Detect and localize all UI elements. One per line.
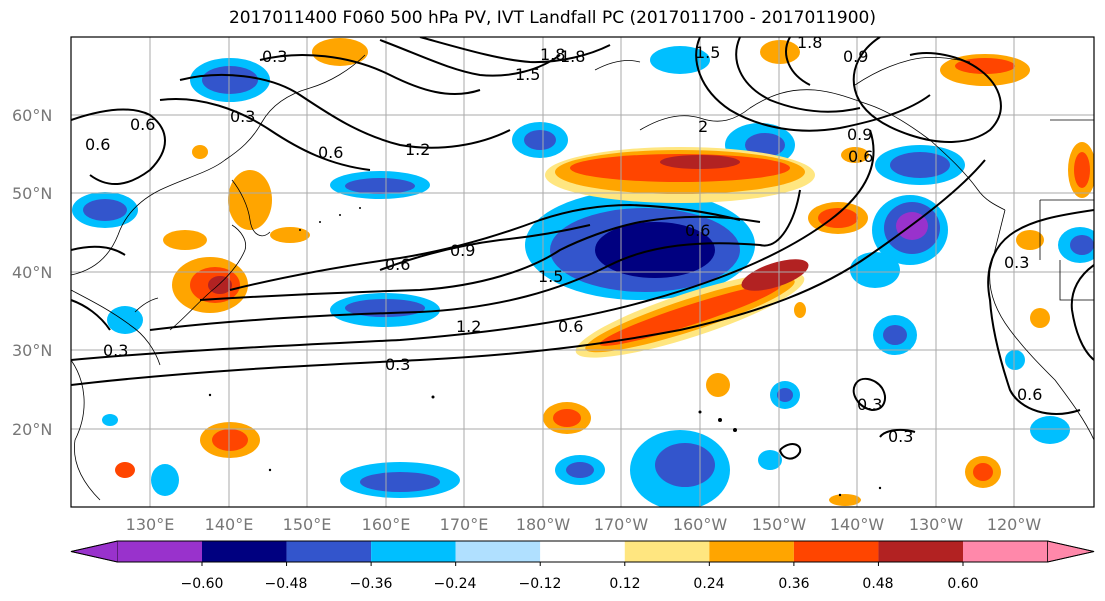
- colorbar-segment: [878, 541, 963, 562]
- contour-label: 0.3: [888, 427, 913, 446]
- longitude-labels: 130°E 140°E 150°E 160°E 170°E 180°W 170°…: [126, 515, 1042, 534]
- lon-label: 160°W: [673, 515, 728, 534]
- contour-label: 1.2: [456, 317, 481, 336]
- contour-label: 1.8: [797, 33, 822, 52]
- contour-label: 0.6: [318, 143, 343, 162]
- contour-label: 0.6: [385, 255, 410, 274]
- colorbar-tick-label: 0.12: [609, 576, 640, 592]
- contour-label: 0.6: [848, 147, 873, 166]
- positive-anomaly-shading: [115, 38, 1094, 506]
- islands: [208, 207, 882, 497]
- contour-label: 0.3: [103, 341, 128, 360]
- lon-label: 140°W: [830, 515, 885, 534]
- contour-label: 2: [698, 117, 708, 136]
- lat-label: 60°N: [12, 106, 52, 125]
- colorbar-tick-label: −0.12: [519, 576, 562, 592]
- colorbar-tick-label: 0.60: [947, 576, 978, 592]
- contour-label: 1.5: [695, 43, 720, 62]
- lon-label: 150°W: [752, 515, 807, 534]
- colorbar-segment: [540, 541, 625, 562]
- colorbar-segment: [709, 541, 794, 562]
- lon-label: 130°W: [909, 515, 964, 534]
- colorbar-tick-label: −0.24: [434, 576, 477, 592]
- colorbar-tick-labels: −0.60 −0.48 −0.36 −0.24 −0.12 0.12 0.24 …: [181, 576, 979, 592]
- colorbar-tick-label: −0.60: [181, 576, 224, 592]
- lat-label: 20°N: [12, 420, 52, 439]
- colorbar-tick-label: −0.48: [265, 576, 308, 592]
- lon-label: 120°W: [987, 515, 1042, 534]
- contour-label: 0.6: [1017, 385, 1042, 404]
- colorbar: [70, 540, 1095, 566]
- colorbar-tick-label: 0.36: [778, 576, 809, 592]
- map-border: [70, 36, 1095, 508]
- contour-label: 0.9: [843, 47, 868, 66]
- colorbar-segment: [117, 541, 202, 562]
- contour-label: 0.9: [847, 125, 872, 144]
- colorbar-segment: [286, 541, 372, 562]
- contour-label: 0.3: [1004, 253, 1029, 272]
- contour-label: 1.5: [538, 267, 563, 286]
- contour-label: 0.3: [230, 107, 255, 126]
- colorbar-segment: [963, 541, 1048, 562]
- contour-label: 0.6: [85, 135, 110, 154]
- colorbar-segment: [371, 541, 456, 562]
- lon-label: 140°E: [205, 515, 254, 534]
- contour-labels: 1.8 1.8 1.5 1.5 0.9 1.2 0.6 0.3 0.6 0.6 …: [85, 33, 1042, 446]
- map-title: 2017011400 F060 500 hPa PV, IVT Landfall…: [228, 8, 876, 28]
- lat-label: 50°N: [12, 184, 52, 203]
- lon-label: 170°W: [594, 515, 649, 534]
- latitude-labels: 60°N 50°N 40°N 30°N 20°N: [12, 106, 52, 439]
- contour-label: 0.6: [130, 115, 155, 134]
- contour-label: 0.9: [450, 241, 475, 260]
- contour-label: 0.3: [385, 355, 410, 374]
- contour-label: 1.8: [560, 47, 585, 66]
- colorbar-segment: [793, 541, 879, 562]
- contour-label: 0.6: [685, 221, 710, 240]
- colorbar-extend-max: [1047, 540, 1095, 563]
- colorbar-extend-min: [70, 540, 118, 563]
- colorbar-tick-label: 0.24: [693, 576, 724, 592]
- colorbar-segment: [202, 541, 287, 562]
- lon-label: 170°E: [440, 515, 489, 534]
- colorbar-tick-label: −0.36: [350, 576, 393, 592]
- lon-label: 130°E: [126, 515, 175, 534]
- colorbar-outline: [70, 540, 1095, 563]
- contour-label: 1.5: [515, 65, 540, 84]
- contour-label: 0.3: [857, 395, 882, 414]
- pv-contours: [71, 37, 1094, 460]
- lon-label: 150°E: [283, 515, 332, 534]
- contour-label: 1.2: [405, 140, 430, 159]
- lat-label: 40°N: [12, 263, 52, 282]
- contour-label: 1.8: [540, 45, 565, 64]
- lon-label: 180°W: [516, 515, 571, 534]
- colorbar-segment: [624, 541, 710, 562]
- contour-label: 0.6: [558, 317, 583, 336]
- colorbar-tick-label: 0.48: [862, 576, 893, 592]
- colorbar-segment: [455, 541, 541, 562]
- contour-label: 0.3: [262, 47, 287, 66]
- lon-label: 160°E: [362, 515, 411, 534]
- lat-label: 30°N: [12, 341, 52, 360]
